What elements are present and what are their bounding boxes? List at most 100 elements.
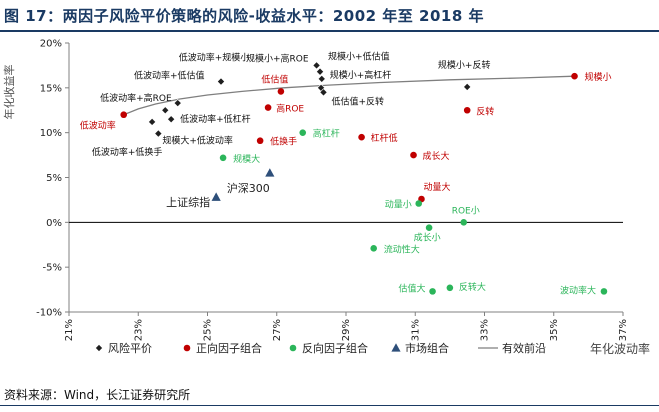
y-tick-label: 5%: [46, 173, 62, 184]
x-tick-label: 37%: [618, 319, 629, 341]
scatter-chart: -10% -5% 0% 5% 10% 15% 20% 21% 23% 25% 27% 29% 31% 33…: [2, 39, 650, 357]
chart-axes: -10% -5% 0% 5% 10% 15% 20% 21% 23% 25% 27% 29% 31% 33…: [2, 39, 629, 342]
point-label: 沪深300: [227, 181, 270, 195]
x-tick-label: 35%: [549, 319, 560, 341]
y-tick-label: 15%: [40, 83, 62, 94]
point-label: 成长大: [423, 150, 450, 162]
pos-point: [410, 151, 417, 159]
scale-point: [154, 129, 163, 138]
point-label: 低估值+反转: [331, 95, 384, 107]
point-label: 低换手: [270, 136, 297, 148]
point-label: 规模大: [233, 153, 260, 165]
legend-diamond-swatch: [94, 343, 104, 353]
data-points: [120, 61, 608, 295]
neg-point: [219, 154, 227, 162]
scale-point: [161, 106, 170, 115]
x-tick-label: 23%: [133, 319, 144, 341]
point-label: 波动率大: [560, 284, 596, 296]
x-tick-label: 21%: [64, 319, 75, 341]
y-axis-title: 年化收益率: [2, 65, 16, 120]
legend-label: 正向因子组合: [196, 341, 262, 355]
y-tick-label: 20%: [40, 39, 62, 50]
chart-legend: 风险平价 正向因子组合 反向因子组合 市场组合 有效前沿 年化波动率: [94, 341, 650, 356]
y-tick-label: 0%: [46, 218, 62, 229]
legend-label: 反向因子组合: [302, 341, 368, 355]
point-label: 流动性大: [384, 243, 420, 255]
point-label: 规模小: [585, 72, 612, 83]
neg-point: [446, 284, 454, 292]
point-label: 上证综指: [166, 195, 210, 209]
legend-circle-swatch: [289, 344, 297, 352]
x-axis-title: 年化波动率: [590, 341, 650, 356]
figure-title: 图 17：两因子风险平价策略的风险-收益水平：2002 年至 2018 年: [4, 7, 484, 25]
scale-point: [216, 77, 226, 86]
neg-point: [415, 200, 423, 207]
point-label: 低波动率+规模小: [179, 52, 250, 64]
pos-point: [120, 111, 128, 119]
x-tick-label: 33%: [480, 319, 491, 341]
scale-point: [317, 74, 326, 83]
point-label: 规模小+高杠杆: [330, 69, 392, 81]
market-point: [265, 168, 275, 177]
scale-point: [463, 82, 472, 91]
pos-point: [264, 104, 272, 111]
efficient-frontier: [123, 75, 575, 116]
point-label: 反转大: [459, 281, 486, 293]
legend-triangle-swatch: [391, 343, 401, 352]
title-divider: [0, 30, 659, 32]
source-note: 资料来源：Wind，长江证券研究所: [4, 388, 191, 402]
scale-point: [312, 61, 321, 70]
point-label: 高杠杆: [313, 128, 340, 140]
y-tick-label: 10%: [40, 128, 62, 139]
scale-point: [319, 88, 328, 97]
neg-point: [370, 245, 378, 252]
point-label: 成长小: [414, 232, 441, 244]
legend-circle-swatch: [183, 344, 191, 352]
point-label: 反转: [476, 105, 494, 117]
pos-point: [256, 137, 264, 145]
figure-title-bar: 图 17：两因子风险平价策略的风险-收益水平：2002 年至 2018 年: [0, 0, 659, 30]
point-label: 低波动率+低换手: [92, 146, 163, 158]
point-label: 低波动率: [80, 120, 116, 132]
pos-point: [571, 72, 578, 80]
point-label: 杠杆低: [371, 132, 398, 144]
source-divider: [0, 405, 659, 406]
legend-label: 风险平价: [108, 341, 152, 355]
scale-point: [148, 117, 157, 126]
neg-point: [429, 288, 436, 295]
point-label: 低波动率+高ROE: [100, 92, 172, 104]
point-label: 高ROE: [276, 103, 304, 115]
scale-point: [167, 115, 176, 124]
neg-point: [600, 288, 608, 295]
point-label: 估值大: [399, 282, 426, 294]
legend-label: 有效前沿: [502, 341, 546, 355]
legend-label: 市场组合: [405, 341, 449, 355]
pos-point: [277, 88, 285, 95]
pos-point: [463, 106, 471, 114]
x-tick-label: 25%: [203, 319, 214, 341]
x-tick-label: 29%: [341, 319, 352, 341]
y-tick-label: -5%: [43, 263, 62, 274]
point-label: 低波动率+低估值: [134, 69, 205, 81]
scale-point: [173, 99, 182, 108]
point-label: 动量小: [385, 200, 412, 211]
point-label: 规模小+低估值: [328, 51, 390, 63]
neg-point: [299, 129, 307, 136]
neg-point: [460, 219, 468, 226]
neg-point: [425, 224, 433, 232]
x-tick-label: 31%: [410, 319, 421, 341]
point-label: 低波动率+低杠杆: [180, 113, 251, 125]
point-label: 低估值: [261, 73, 288, 85]
scale-point: [316, 67, 325, 76]
frontier-line: [123, 75, 575, 116]
x-tick-label: 27%: [272, 319, 283, 341]
market-point: [211, 192, 221, 201]
pos-point: [358, 133, 365, 141]
point-label: 动量大: [423, 181, 450, 193]
point-label: 规模小+高ROE: [246, 52, 309, 64]
point-label: ROE小: [452, 205, 480, 216]
point-label: 规模大+低波动率: [162, 135, 233, 147]
y-tick-label: -10%: [36, 308, 62, 319]
point-label: 规模小+反转: [438, 59, 491, 71]
